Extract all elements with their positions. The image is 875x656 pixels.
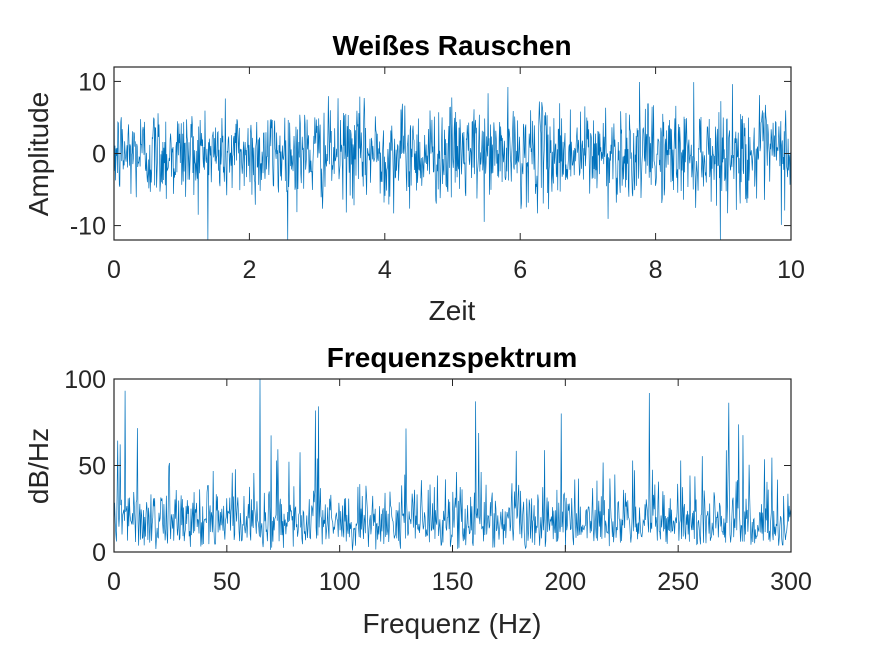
spectrum-plot-title: Frequenzspektrum: [327, 342, 578, 373]
spectrum-x-ticks: 0 50 100 150 200 250 300: [107, 379, 812, 596]
spectrum-series-line: [113, 379, 792, 551]
time-x-axis-label: Zeit: [429, 295, 476, 326]
time-x-tick-label: 0: [107, 256, 121, 284]
spectrum-x-axis-label: Frequenz (Hz): [363, 608, 542, 639]
spectrum-x-tick-label: 0: [107, 568, 121, 596]
spectrum-x-tick-label: 100: [319, 568, 361, 596]
time-x-ticks: 0 2 4 6 8 10: [107, 67, 805, 284]
time-x-tick-label: 6: [513, 256, 527, 284]
spectrum-y-ticks: 0 50 100: [64, 366, 791, 567]
time-x-tick-label: 4: [378, 256, 392, 284]
spectrum-y-tick-label: 100: [64, 366, 106, 394]
spectrum-x-tick-label: 300: [770, 568, 812, 596]
spectrum-y-axis-label: dB/Hz: [23, 428, 54, 504]
spectrum-plot: Frequenzspektrum 0 50 100 150 200 250 300 0 50 1…: [23, 342, 812, 639]
spectrum-x-tick-label: 150: [432, 568, 474, 596]
spectrum-y-tick-label: 50: [78, 453, 106, 481]
time-y-tick-label: 10: [78, 68, 106, 96]
time-y-tick-label: 0: [92, 141, 106, 169]
spectrum-line: [113, 379, 792, 551]
time-y-tick-label: -10: [70, 213, 106, 241]
spectrum-x-tick-label: 50: [213, 568, 241, 596]
time-y-ticks: -10 0 10: [70, 68, 791, 241]
time-y-axis-label: Amplitude: [23, 92, 54, 217]
time-x-tick-label: 2: [242, 256, 256, 284]
spectrum-x-tick-label: 200: [544, 568, 586, 596]
time-series-line: [113, 81, 792, 241]
time-signal-line: [113, 81, 792, 241]
spectrum-x-tick-label: 250: [657, 568, 699, 596]
spectrum-y-tick-label: 0: [92, 539, 106, 567]
time-plot-title: Weißes Rauschen: [332, 30, 571, 61]
time-x-tick-label: 10: [777, 256, 805, 284]
time-x-tick-label: 8: [649, 256, 663, 284]
